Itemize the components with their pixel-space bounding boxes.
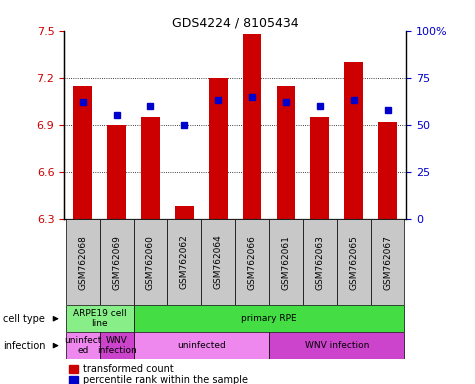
Bar — [311, 117, 329, 219]
Bar — [209, 78, 228, 219]
Bar — [175, 206, 194, 219]
Text: percentile rank within the sample: percentile rank within the sample — [83, 375, 248, 384]
Bar — [133, 219, 167, 305]
Bar — [74, 86, 92, 219]
Bar — [100, 219, 133, 305]
Bar — [66, 305, 133, 332]
Bar — [276, 86, 295, 219]
Text: WNV infection: WNV infection — [304, 341, 369, 350]
Text: GSM762063: GSM762063 — [315, 235, 324, 290]
Bar — [378, 122, 397, 219]
Text: GSM762066: GSM762066 — [247, 235, 257, 290]
Bar — [370, 219, 404, 305]
Text: uninfect
ed: uninfect ed — [64, 336, 102, 355]
Bar — [303, 219, 337, 305]
Bar — [69, 365, 78, 373]
Bar — [243, 34, 261, 219]
Bar — [344, 62, 363, 219]
Text: GSM762068: GSM762068 — [78, 235, 87, 290]
Bar — [141, 117, 160, 219]
Bar — [69, 376, 78, 384]
Text: GSM762062: GSM762062 — [180, 235, 189, 290]
Text: GSM762064: GSM762064 — [214, 235, 223, 290]
Text: WNV
infection: WNV infection — [97, 336, 136, 355]
Text: GSM762069: GSM762069 — [112, 235, 121, 290]
Text: GSM762065: GSM762065 — [349, 235, 358, 290]
Text: ARPE19 cell
line: ARPE19 cell line — [73, 309, 126, 328]
Bar — [167, 219, 201, 305]
Text: primary RPE: primary RPE — [241, 314, 297, 323]
Text: infection: infection — [3, 341, 45, 351]
Bar — [269, 219, 303, 305]
Text: GSM762060: GSM762060 — [146, 235, 155, 290]
Bar — [235, 219, 269, 305]
Text: cell type: cell type — [3, 314, 45, 324]
Bar — [269, 332, 404, 359]
Bar — [107, 125, 126, 219]
Bar — [337, 219, 370, 305]
Text: transformed count: transformed count — [83, 364, 174, 374]
Text: GSM762067: GSM762067 — [383, 235, 392, 290]
Title: GDS4224 / 8105434: GDS4224 / 8105434 — [172, 17, 298, 30]
Bar — [100, 332, 133, 359]
Bar — [66, 332, 100, 359]
Text: uninfected: uninfected — [177, 341, 226, 350]
Bar — [201, 219, 235, 305]
Bar — [133, 305, 404, 332]
Text: GSM762061: GSM762061 — [281, 235, 290, 290]
Bar — [133, 332, 269, 359]
Bar — [66, 219, 100, 305]
